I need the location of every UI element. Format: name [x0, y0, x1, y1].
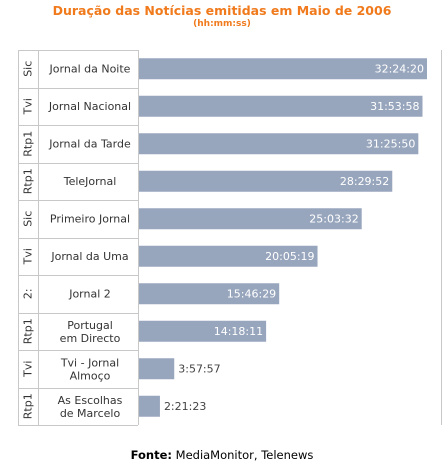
category-label: Jornal da Tarde: [48, 137, 131, 150]
value-label: 31:25:50: [366, 137, 415, 150]
bar: [139, 95, 423, 117]
category-label: Primeiro Jornal: [50, 212, 130, 225]
value-label: 31:53:58: [370, 100, 419, 113]
bar: [139, 208, 362, 230]
value-label: 20:05:19: [265, 250, 314, 263]
category-label: Portugal em Directo: [60, 319, 121, 345]
bar: [139, 133, 419, 155]
category-label: Tvi - Jornal Almoço: [60, 356, 119, 382]
channel-label: Sic: [22, 211, 35, 227]
value-label: 3:57:57: [178, 362, 220, 375]
value-label: 15:46:29: [227, 287, 276, 300]
bar: [139, 358, 175, 380]
bar: [139, 58, 427, 80]
source-label: Fonte:: [130, 448, 172, 462]
bar: [139, 170, 393, 192]
value-label: 25:03:32: [309, 212, 358, 225]
channel-label: Tvi: [22, 248, 35, 265]
chart-title: Duração das Notícias emitidas em Maio de…: [52, 3, 392, 18]
source-note: Fonte: MediaMonitor, Telenews: [0, 448, 444, 462]
channel-label: Rtp1: [22, 168, 35, 194]
value-label: 2:21:23: [164, 400, 206, 413]
bar: [139, 245, 318, 267]
channel-label: Rtp1: [22, 131, 35, 157]
chart-subtitle: (hh:mm:ss): [193, 19, 251, 29]
category-label: As Escolhas de Marcelo: [58, 394, 123, 420]
channel-label: 2:: [22, 288, 35, 299]
source-text: MediaMonitor, Telenews: [175, 448, 314, 462]
category-label: Jornal da Uma: [50, 250, 128, 263]
bar: [139, 320, 267, 342]
bar: [139, 395, 160, 417]
value-label: 14:18:11: [214, 325, 263, 338]
category-label: Jornal Nacional: [48, 100, 131, 113]
value-label: 28:29:52: [340, 175, 389, 188]
channel-label: Rtp1: [22, 393, 35, 419]
category-label: Jornal 2: [68, 287, 111, 300]
channel-label: Sic: [22, 61, 35, 77]
value-label: 32:24:20: [375, 62, 424, 75]
channel-label: Rtp1: [22, 318, 35, 344]
channel-label: Tvi: [22, 98, 35, 115]
channel-label: Tvi: [22, 361, 35, 378]
category-label: Jornal da Noite: [49, 62, 131, 75]
category-label: TeleJornal: [63, 175, 117, 188]
bar: [139, 283, 280, 305]
